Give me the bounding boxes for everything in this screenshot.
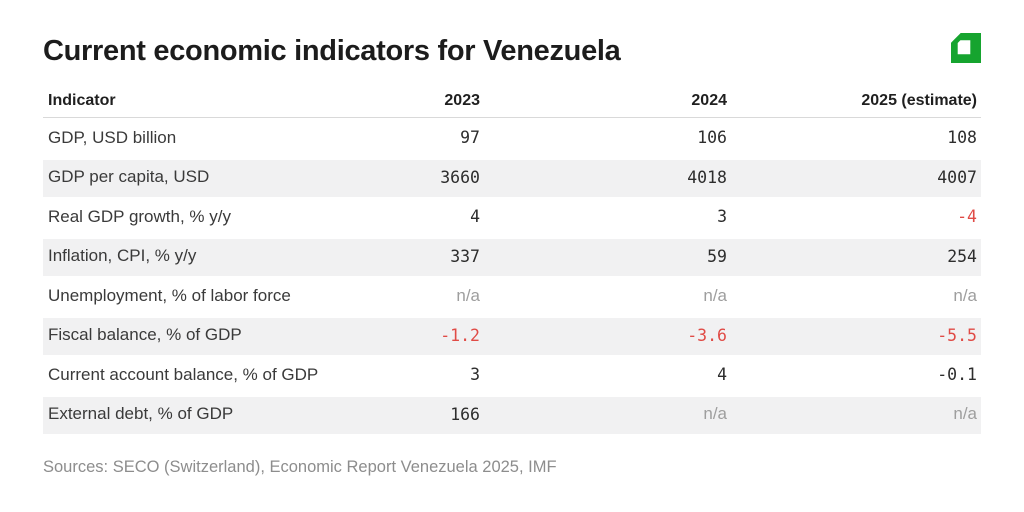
cell-value-2023: 3 — [470, 365, 480, 385]
table-row: GDP, USD billion 97 106 108 — [43, 118, 981, 158]
row-indicator-label: GDP per capita, USD — [48, 167, 210, 187]
cell-value-2025-estimate: 108 — [947, 128, 977, 148]
page-title: Current economic indicators for Venezuel… — [43, 35, 621, 67]
cell-value-2023: n/a — [456, 285, 480, 305]
cell-value-2025-estimate: 4007 — [937, 167, 977, 187]
table-row: Inflation, CPI, % y/y 337 59 254 — [43, 236, 981, 276]
cell-value-2024: 4 — [717, 365, 727, 385]
row-indicator-label: Current account balance, % of GDP — [48, 364, 319, 384]
table-row: Real GDP growth, % y/y 4 3 -4 — [43, 197, 981, 237]
table-row: External debt, % of GDP 166 n/a n/a — [43, 394, 981, 434]
table-header-row: Indicator 2023 2024 2025 (estimate) — [43, 85, 981, 118]
indicators-table: Indicator 2023 2024 2025 (estimate) GDP,… — [43, 85, 981, 434]
cell-value-2024: -3.6 — [687, 325, 727, 345]
cell-value-2023: 166 — [450, 404, 480, 424]
cell-value-2024: n/a — [703, 285, 727, 305]
cell-value-2023: 97 — [460, 128, 480, 148]
table-body: GDP, USD billion 97 106 108 GDP per capita, … — [43, 118, 981, 434]
cell-value-2025-estimate: -5.5 — [937, 325, 977, 345]
table-row: Unemployment, % of labor force n/a n/a n/a — [43, 276, 981, 316]
cell-value-2023: -1.2 — [440, 325, 480, 345]
cell-value-2024: 4018 — [687, 167, 727, 187]
cell-value-2025-estimate: n/a — [953, 285, 977, 305]
table-row: GDP per capita, USD 3660 4018 4007 — [43, 157, 981, 197]
cell-value-2025-estimate: n/a — [953, 404, 977, 424]
row-indicator-label: Fiscal balance, % of GDP — [48, 325, 242, 345]
column-header-2024: 2024 — [691, 92, 727, 109]
column-header-2025-estimate: 2025 (estimate) — [861, 92, 977, 109]
column-header-indicator: Indicator — [48, 92, 116, 109]
table-row: Fiscal balance, % of GDP -1.2 -3.6 -5.5 — [43, 315, 981, 355]
cell-value-2025-estimate: -0.1 — [937, 365, 977, 385]
cell-value-2024: 59 — [707, 246, 727, 266]
cell-value-2025-estimate: -4 — [957, 207, 977, 227]
cell-value-2023: 337 — [450, 246, 480, 266]
row-indicator-label: GDP, USD billion — [48, 127, 177, 147]
row-indicator-label: Inflation, CPI, % y/y — [48, 246, 197, 266]
table-row: Current account balance, % of GDP 3 4 -0.1 — [43, 355, 981, 395]
column-header-2023: 2023 — [444, 92, 480, 109]
publisher-logo-green-cube-icon — [951, 33, 981, 63]
row-indicator-label: Real GDP growth, % y/y — [48, 206, 231, 226]
row-indicator-label: External debt, % of GDP — [48, 404, 234, 424]
cell-value-2024: n/a — [703, 404, 727, 424]
cell-value-2024: 106 — [697, 128, 727, 148]
row-indicator-label: Unemployment, % of labor force — [48, 285, 291, 305]
cell-value-2025-estimate: 254 — [947, 246, 977, 266]
cell-value-2024: 3 — [717, 207, 727, 227]
source-note: Sources: SECO (Switzerland), Economic Re… — [43, 458, 557, 476]
cell-value-2023: 3660 — [440, 167, 480, 187]
cell-value-2023: 4 — [470, 207, 480, 227]
